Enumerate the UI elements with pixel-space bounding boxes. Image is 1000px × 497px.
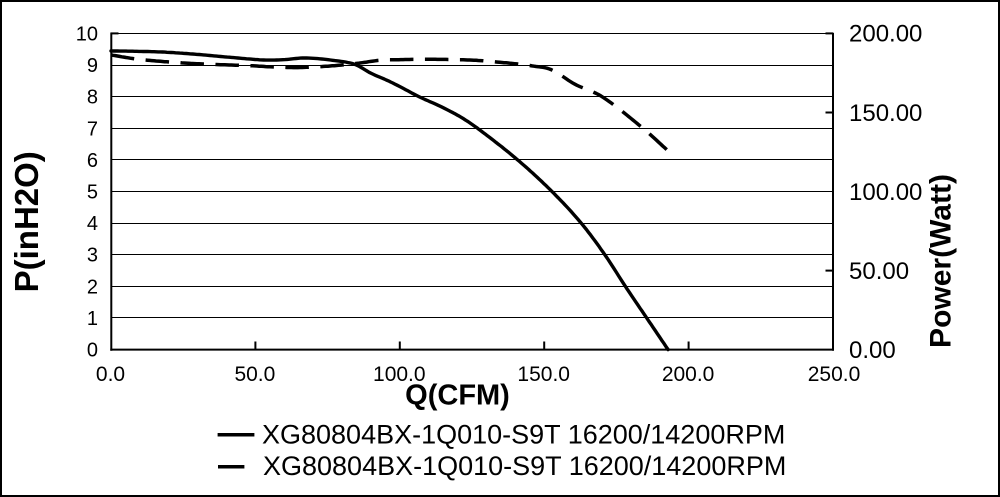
svg-text:50.0: 50.0	[234, 363, 275, 386]
svg-text:200.0: 200.0	[662, 363, 715, 386]
svg-text:150.0: 150.0	[517, 363, 570, 386]
svg-text:150.00: 150.00	[849, 100, 922, 127]
svg-text:10: 10	[76, 23, 98, 45]
svg-text:7: 7	[87, 118, 98, 140]
svg-text:250.0: 250.0	[808, 363, 861, 386]
svg-text:100.00: 100.00	[849, 179, 922, 206]
svg-text:0.0: 0.0	[96, 363, 125, 386]
svg-text:1: 1	[87, 308, 98, 330]
svg-text:0: 0	[87, 340, 98, 362]
svg-text:9: 9	[87, 55, 98, 77]
svg-text:0.00: 0.00	[849, 337, 896, 364]
svg-text:2: 2	[87, 276, 98, 298]
svg-text:XG80804BX-1Q010-S9T 16200/1420: XG80804BX-1Q010-S9T 16200/14200RPM	[263, 451, 786, 481]
svg-text:100.0: 100.0	[373, 363, 426, 386]
svg-text:3: 3	[87, 245, 98, 267]
svg-text:P(inH2O): P(inH2O)	[8, 151, 45, 292]
svg-text:200.00: 200.00	[849, 21, 922, 48]
svg-text:8: 8	[87, 87, 98, 109]
svg-text:Q(CFM): Q(CFM)	[405, 380, 510, 412]
svg-text:XG80804BX-1Q010-S9T 16200/1420: XG80804BX-1Q010-S9T 16200/14200RPM	[262, 420, 785, 450]
svg-text:4: 4	[87, 213, 98, 235]
svg-text:6: 6	[87, 150, 98, 172]
svg-text:Power(Watt): Power(Watt)	[925, 174, 958, 348]
svg-text:50.00: 50.00	[849, 258, 909, 285]
svg-text:5: 5	[87, 182, 98, 204]
